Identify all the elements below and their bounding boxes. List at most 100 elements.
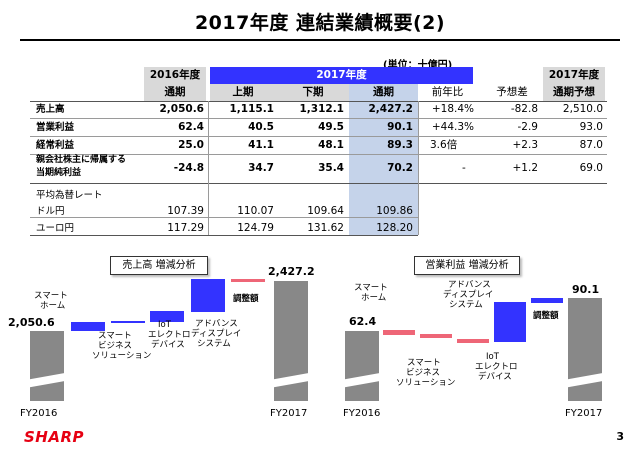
op-lbl-sb3: ソリューション — [396, 378, 456, 388]
sales-lbl-sb3: ソリューション — [92, 351, 152, 361]
net-full: 70.2 — [387, 162, 413, 174]
op-smart-home-bar — [383, 330, 415, 335]
sales-forecast: 2,510.0 — [562, 103, 603, 115]
op-x-end: FY2017 — [565, 408, 603, 419]
net-forecast: 69.0 — [579, 162, 603, 174]
op-yoy: +44.3% — [431, 121, 474, 133]
row-label-op: 営業利益 — [36, 122, 75, 133]
row-line — [30, 101, 607, 102]
header-fy2016: 2016年度 — [149, 69, 201, 81]
sales-h1: 1,115.1 — [229, 103, 274, 115]
sales-x-end: FY2017 — [270, 408, 308, 419]
sales-end-value: 2,427.2 — [268, 265, 315, 278]
op-end-value: 90.1 — [572, 283, 600, 296]
sales-adjust-bar — [231, 279, 265, 282]
sales-lbl-adv2: ディスプレイ — [191, 329, 242, 339]
op-iot-bar — [457, 339, 489, 343]
eur-full: 128.20 — [376, 222, 413, 234]
row-label-ordinary: 経常利益 — [36, 140, 75, 151]
op-lbl-sh1: スマート — [354, 283, 388, 293]
sales-lbl-iot1: IoT — [158, 320, 171, 330]
sales-lbl-adjust: 調整額 — [233, 294, 259, 304]
row-label-net2: 当期純利益 — [36, 168, 82, 178]
net-fy2016: -24.8 — [173, 162, 204, 174]
forecast-sub-bg — [543, 84, 605, 101]
fy2016-sub-bg — [144, 84, 206, 101]
col-line — [418, 101, 419, 235]
op-chart-title: 営業利益 増減分析 — [414, 256, 520, 275]
op-lbl-adv2: ディスプレイ — [443, 290, 494, 300]
sales-lbl-sb2: ビジネス — [98, 341, 133, 351]
fx-usd-label: ドル円 — [36, 206, 65, 217]
header-h1: 上期 — [232, 86, 254, 98]
sales-smart-biz-bar — [111, 321, 145, 323]
op-full: 90.1 — [387, 121, 413, 133]
row-line — [30, 235, 418, 236]
op-lbl-iot1: IoT — [486, 352, 499, 362]
row-label-sales: 売上高 — [36, 104, 65, 115]
header-diff: 予想差 — [496, 86, 528, 98]
full-year-highlight — [349, 84, 418, 235]
row-line — [30, 183, 607, 184]
sales-iot-bar — [150, 311, 184, 322]
sales-diff: -82.8 — [510, 103, 538, 115]
sales-lbl-sb1: スマート — [98, 331, 132, 341]
sharp-logo: SHARP — [24, 428, 85, 446]
sales-full: 2,427.2 — [368, 103, 413, 115]
sales-lbl-adv1: アドバンス — [195, 319, 238, 329]
ord-full: 89.3 — [387, 139, 413, 151]
fy2017-header-bg — [210, 67, 473, 84]
usd-h1: 110.07 — [237, 205, 274, 217]
page-title: 2017年度 連結業績概要(2) — [194, 12, 446, 34]
header-fy2017-forecast: 2017年度 — [548, 69, 600, 81]
header-fy2017: 2017年度 — [316, 69, 367, 81]
op-forecast: 93.0 — [579, 121, 603, 133]
sales-chart-title: 売上高 増減分析 — [110, 256, 208, 275]
title-rule — [20, 39, 620, 41]
header-forecast: 通期予想 — [553, 86, 595, 98]
sales-start-value: 2,050.6 — [8, 316, 55, 329]
op-lbl-sb2: ビジネス — [406, 368, 441, 378]
op-smart-biz-bar — [420, 334, 452, 338]
unit-note: (単位：十億円) — [383, 60, 453, 71]
sales-lbl-iot2: エレクトロ — [148, 330, 191, 340]
row-line — [30, 217, 418, 218]
op-start-value: 62.4 — [349, 315, 377, 328]
eur-h2: 131.62 — [307, 222, 344, 234]
net-h2: 35.4 — [318, 162, 344, 174]
fy2016-header-bg — [144, 67, 206, 84]
sales-smart-home-bar — [71, 322, 105, 331]
op-fy2016-bar — [345, 331, 379, 401]
net-h1: 34.7 — [248, 162, 274, 174]
row-line — [30, 136, 607, 137]
fx-eur-label: ユーロ円 — [36, 223, 75, 234]
sales-fy2016: 2,050.6 — [159, 103, 204, 115]
sales-adv-bar — [191, 279, 225, 312]
op-lbl-adv1: アドバンス — [448, 280, 491, 290]
op-h1: 40.5 — [248, 121, 274, 133]
sales-fy2016-bar — [30, 331, 64, 401]
header-full-2016: 通期 — [164, 86, 186, 98]
op-diff: -2.9 — [517, 121, 539, 133]
col-line — [208, 101, 209, 235]
usd-h2: 109.64 — [307, 205, 344, 217]
row-line — [30, 154, 607, 155]
op-lbl-iot3: デバイス — [478, 372, 512, 382]
usd-full: 109.86 — [376, 205, 413, 217]
ord-h2: 48.1 — [318, 139, 344, 151]
op-lbl-adv3: システム — [449, 300, 483, 310]
op-x-start: FY2016 — [343, 408, 381, 419]
row-line — [30, 118, 607, 119]
op-adv-bar — [494, 302, 526, 342]
header-full-2017: 通期 — [373, 86, 394, 98]
row-label-net1: 親会社株主に帰属する — [36, 155, 127, 165]
op-lbl-iot2: エレクトロ — [475, 362, 518, 372]
op-lbl-sb1: スマート — [407, 358, 441, 368]
sales-x-start: FY2016 — [20, 408, 58, 419]
net-diff: +1.2 — [512, 162, 539, 174]
ord-fy2016: 25.0 — [178, 139, 204, 151]
sales-h2: 1,312.1 — [299, 103, 344, 115]
net-yoy: - — [462, 162, 466, 174]
op-h2: 49.5 — [318, 121, 344, 133]
sales-lbl-sh2: ホーム — [40, 301, 66, 311]
